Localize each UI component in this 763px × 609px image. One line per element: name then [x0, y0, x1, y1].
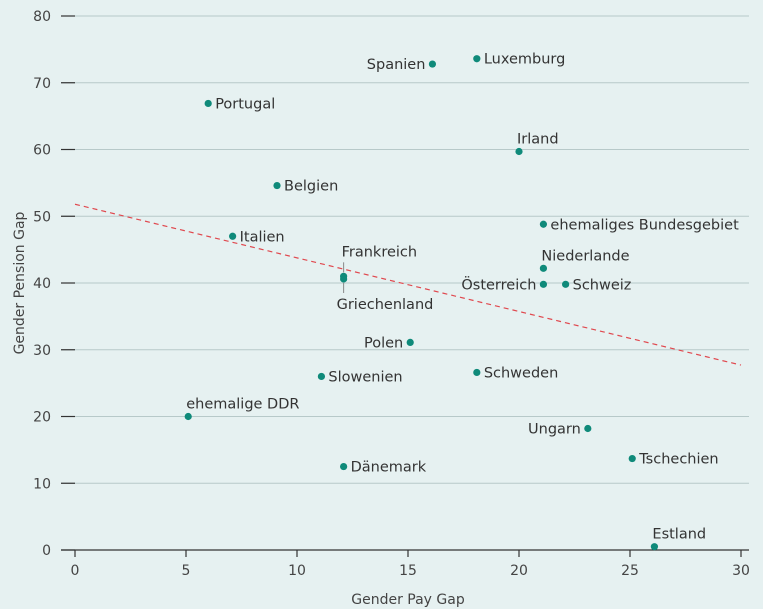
grid-lines: [61, 15, 749, 484]
data-point: [229, 232, 237, 240]
y-tick-label: 80: [33, 9, 51, 25]
y-tick-label: 70: [33, 76, 51, 92]
point-label: ehemalige DDR: [186, 397, 299, 413]
data-point: [473, 55, 481, 63]
point-label: Estland: [652, 527, 706, 543]
data-point: [317, 372, 326, 381]
point-label: Dänemark: [351, 460, 427, 476]
y-tick-label: 10: [33, 476, 51, 492]
y-tick-label: 50: [33, 209, 51, 225]
y-tick-label: 40: [33, 276, 51, 292]
point-label: Schweiz: [573, 277, 632, 293]
y-tick-label: 30: [33, 343, 51, 359]
point-label: Frankreich: [342, 244, 417, 260]
point-label: Irland: [517, 132, 559, 148]
x-axis-label: Gender Pay Gap: [351, 592, 465, 608]
point-label: Österreich: [461, 275, 536, 293]
y-tick-label: 20: [33, 410, 51, 426]
x-tick-label: 20: [510, 563, 528, 579]
axes: 0 10 20 30 40 50 60 70 80 0 5 10 15 20 25 30: [33, 9, 750, 579]
point-label: Spanien: [367, 57, 426, 73]
data-point: [340, 275, 348, 283]
data-point: [650, 543, 659, 551]
x-tick-label: 5: [182, 563, 191, 579]
data-point: [204, 99, 212, 108]
x-tick-label: 30: [732, 563, 750, 579]
data-point: [628, 454, 636, 463]
point-label: Griechenland: [337, 297, 434, 313]
point-label: Polen: [364, 335, 403, 351]
point-label: Portugal: [215, 96, 275, 112]
data-point: [539, 280, 548, 288]
data-point: [184, 412, 192, 421]
x-tick-label: 15: [399, 563, 417, 579]
x-tick-label: 25: [621, 563, 639, 579]
point-label: ehemaliges Bundesgebiet: [550, 217, 739, 233]
point-label: Niederlande: [541, 248, 629, 264]
data-points: Spanien Luxemburg Portugal Irland Belgien ehe…: [184, 52, 739, 551]
data-point: [584, 424, 592, 433]
y-axis-label: Gender Pension Gap: [12, 211, 28, 354]
x-tick-label: 0: [71, 563, 80, 579]
trend-line: [74, 203, 742, 366]
y-tick-label: 0: [42, 543, 51, 559]
point-label: Luxemburg: [484, 52, 566, 68]
data-point: [539, 220, 548, 228]
data-point: [539, 264, 548, 272]
data-point: [515, 147, 523, 156]
data-point: [428, 60, 437, 68]
point-label: Belgien: [284, 179, 338, 195]
y-tick-label: 60: [33, 143, 51, 159]
point-label: Slowenien: [328, 369, 402, 385]
point-label: Schweden: [484, 365, 558, 381]
point-label: Italien: [240, 229, 285, 245]
data-point: [273, 181, 281, 190]
point-label: Ungarn: [528, 422, 581, 438]
data-point: [562, 280, 570, 288]
x-tick-label: 10: [288, 563, 306, 579]
data-point: [340, 462, 348, 471]
data-point: [473, 368, 481, 377]
point-label: Tschechien: [638, 452, 718, 468]
data-point: [406, 338, 414, 347]
